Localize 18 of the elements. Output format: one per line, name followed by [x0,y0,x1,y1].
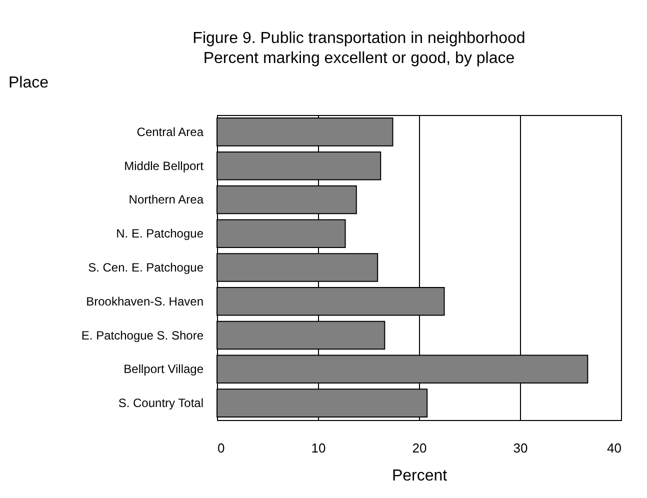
y-tick-label: Bellport Village [124,362,204,376]
y-tick-label: Middle Bellport [124,158,204,173]
y-tick-label: Central Area [136,124,204,139]
x-tick-label: 40 [607,440,622,456]
x-tick-label: 20 [412,440,427,456]
y-tick-label: N. E. Patchogue [116,226,204,241]
y-tick-label: Brookhaven-S. Haven [86,294,204,308]
y-axis-title: Place [8,74,49,92]
x-tick-label: 30 [513,440,528,456]
y-tick-label: Northern Area [128,192,204,207]
y-tick-label: S. Cen. E. Patchogue [88,260,204,274]
x-tick-label: 0 [218,440,225,456]
chart-title: Figure 9. Public transportation in neighborhood [192,30,526,47]
x-axis-title: Percent [392,468,448,484]
chart-subtitle: Percent marking excellent or good, by place [203,50,515,67]
y-tick-label: S. Country Total [118,396,204,410]
x-tick-label: 10 [311,440,326,456]
y-tick-label: E. Patchogue S. Shore [81,328,204,342]
